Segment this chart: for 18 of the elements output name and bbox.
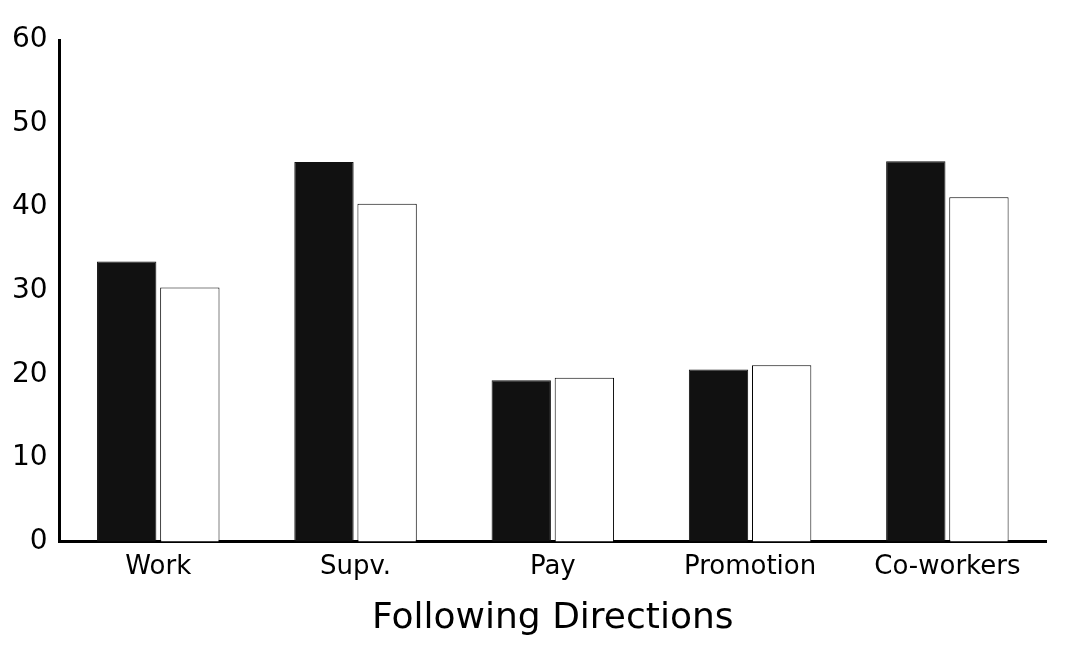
y-tick-label: 20 bbox=[11, 355, 48, 389]
y-tick-label: 50 bbox=[11, 104, 48, 138]
x-tick-label: Supv. bbox=[319, 549, 392, 580]
bar bbox=[886, 161, 946, 542]
y-tick-label: 10 bbox=[11, 439, 48, 473]
x-tick-label: Co-workers bbox=[874, 549, 1021, 580]
bar bbox=[294, 162, 354, 542]
x-axis-title: Following Directions bbox=[372, 594, 734, 636]
x-tick-label: Promotion bbox=[683, 549, 817, 580]
y-tick-label: 40 bbox=[11, 188, 48, 222]
y-tick-label: 30 bbox=[11, 272, 48, 306]
x-tick-label: Work bbox=[125, 549, 192, 580]
bar bbox=[688, 369, 749, 542]
bar bbox=[97, 261, 157, 542]
y-tick-label: 60 bbox=[11, 21, 48, 55]
y-tick-label: 0 bbox=[29, 522, 48, 556]
x-tick-label: Pay bbox=[529, 549, 576, 580]
bar bbox=[491, 380, 551, 542]
